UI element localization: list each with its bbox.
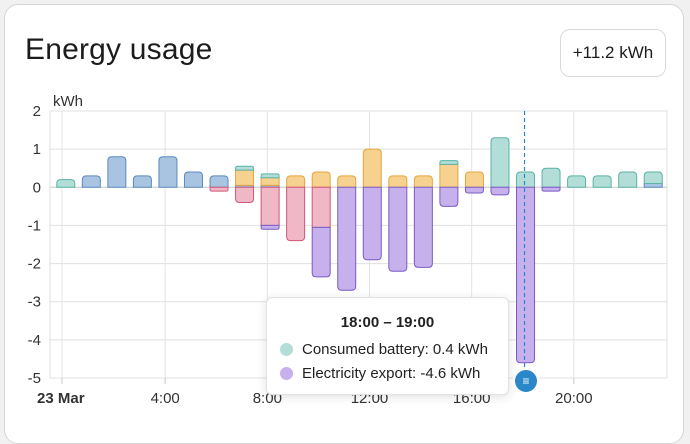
bar-segment xyxy=(260,173,280,179)
bar-segment xyxy=(413,175,433,188)
tooltip-row-electricity-export: Electricity export: -4.6 kWh xyxy=(280,365,480,382)
bar-segment xyxy=(235,186,255,204)
bar-segment xyxy=(413,186,433,268)
bar-segment xyxy=(158,156,178,188)
bar-segment xyxy=(337,186,357,291)
bar-segment xyxy=(541,167,561,188)
y-axis-label: kWh xyxy=(53,93,83,110)
bar-segment xyxy=(388,186,408,272)
y-tick-label: -5 xyxy=(28,370,41,387)
bar-segment xyxy=(643,182,663,188)
y-tick-label: 0 xyxy=(33,179,41,196)
bar-segment xyxy=(643,171,663,184)
bar-segment xyxy=(464,186,484,194)
bar-segment xyxy=(311,171,331,188)
bar-segment xyxy=(516,186,536,364)
bar-segment xyxy=(439,160,459,165)
electricity-export-swatch xyxy=(280,367,293,380)
bar-segment xyxy=(490,186,510,196)
bar-segment xyxy=(286,186,306,242)
total-energy-button[interactable]: +11.2 kWh xyxy=(560,29,666,77)
tooltip-row-consumed-battery: Consumed battery: 0.4 kWh xyxy=(280,341,488,358)
bar-segment xyxy=(209,186,229,192)
bar-segment xyxy=(362,148,382,188)
bar-segment xyxy=(439,163,459,188)
bar-segment xyxy=(132,175,152,188)
bar-segment xyxy=(235,168,255,186)
bar-segment xyxy=(439,186,459,207)
card-title: Energy usage xyxy=(25,33,213,66)
y-tick-label: -3 xyxy=(28,294,41,311)
bar-segment xyxy=(464,171,484,188)
list-icon[interactable]: ≡ xyxy=(513,368,539,394)
y-tick-label: 2 xyxy=(33,103,41,120)
y-tick-label: -2 xyxy=(28,256,41,273)
bar-segment xyxy=(516,171,536,188)
y-tick-label: -1 xyxy=(28,217,41,234)
bar-segment xyxy=(311,186,331,229)
bar-segment xyxy=(286,175,306,188)
bar-segment xyxy=(362,186,382,261)
y-tick-label: 1 xyxy=(33,141,41,158)
list-glyph: ≡ xyxy=(522,374,530,388)
bar-segment xyxy=(235,165,255,171)
bar-segment xyxy=(618,171,638,188)
bar-segment xyxy=(567,175,587,188)
bar-segment xyxy=(56,179,76,188)
bar-segment xyxy=(337,175,357,188)
bar-segment xyxy=(260,224,280,230)
bar-segment xyxy=(311,226,331,278)
bar-segment xyxy=(183,171,203,188)
bar-segment xyxy=(107,156,127,188)
bar-segment xyxy=(260,186,280,226)
bar-segment xyxy=(260,177,280,186)
tooltip-row-label: Consumed battery: 0.4 kWh xyxy=(302,341,488,358)
bar-segment xyxy=(541,186,561,192)
x-tick-label: 4:00 xyxy=(151,390,180,407)
bar-segment xyxy=(388,175,408,188)
tooltip-row-label: Electricity export: -4.6 kWh xyxy=(302,365,481,382)
consumed-battery-swatch xyxy=(280,343,293,356)
tooltip-title: 18:00 – 19:00 xyxy=(340,314,435,331)
chart-tooltip: 18:00 – 19:00 Consumed battery: 0.4 kWh … xyxy=(266,297,509,395)
bar-segment xyxy=(81,175,101,188)
y-tick-label: -4 xyxy=(28,332,41,349)
bar-segment xyxy=(592,175,612,188)
bar-segment xyxy=(490,137,510,188)
bar-segment xyxy=(209,175,229,188)
x-tick-label: 20:00 xyxy=(555,390,593,407)
x-tick-label: 23 Mar xyxy=(37,390,85,407)
